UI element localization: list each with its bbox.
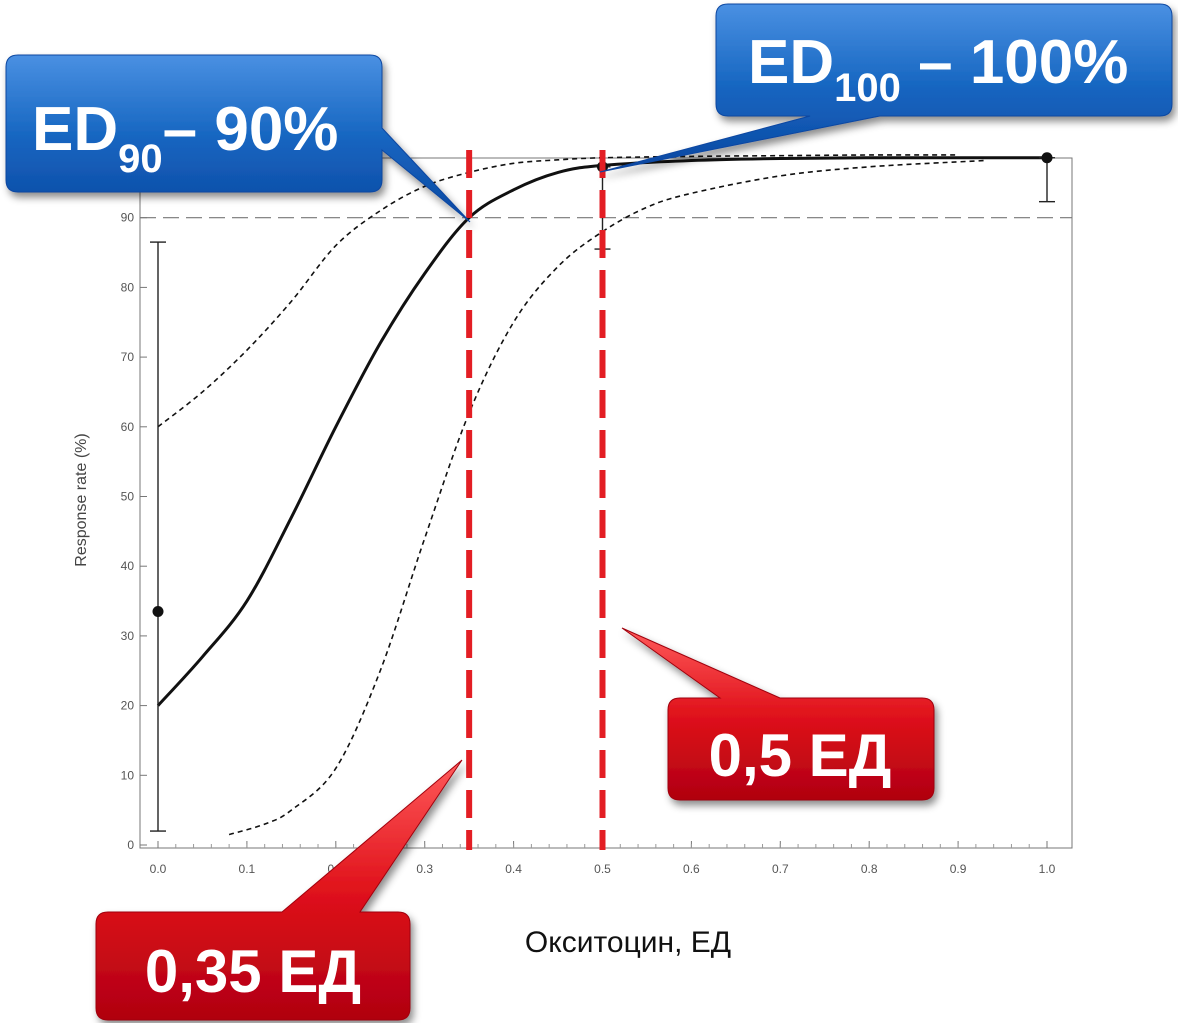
y-tick-label: 90 [121, 211, 135, 225]
x-tick-label: 0.5 [594, 862, 611, 876]
confidence-bound-curve [228, 159, 985, 836]
y-axis-ticks: 0 10 20 30 40 50 60 70 80 90 [121, 211, 147, 852]
x-tick-label: 0.3 [416, 862, 433, 876]
callout-ed100 [599, 3, 1173, 173]
callout-ed100-text: ED100 – 100% [748, 28, 1128, 110]
callout-dose-05-text: 0,5 ЕД [709, 722, 892, 789]
callout-dose-035 [95, 759, 463, 1021]
x-tick-label: 1.0 [1039, 862, 1056, 876]
x-tick-label: 0.9 [950, 862, 967, 876]
y-tick-label: 40 [121, 559, 135, 573]
y-tick-label: 50 [121, 490, 135, 504]
fitted-curve [156, 156, 1047, 707]
callout-ed100-sub: 100 [834, 66, 901, 110]
callout-ed90-sub: 90 [118, 137, 163, 181]
plot-frame [139, 157, 1073, 849]
callout-ed90 [5, 54, 471, 223]
y-axis-label: Response rate (%) [73, 433, 90, 566]
data-point [152, 606, 164, 618]
x-tick-label: 0.4 [505, 862, 522, 876]
x-tick-label: 0.6 [683, 862, 700, 876]
callout-ed90-text: ED90– 90% [32, 95, 338, 181]
y-tick-label: 70 [121, 350, 135, 364]
y-tick-label: 80 [121, 280, 135, 294]
y-tick-label: 0 [127, 838, 134, 852]
x-tick-label: 0.7 [772, 862, 789, 876]
callout-ed90-rest: – 90% [163, 95, 339, 164]
callout-ed100-main: ED [748, 28, 834, 97]
x-tick-label: 0.1 [239, 862, 256, 876]
confidence-bound-curve [157, 154, 959, 428]
x-tick-label: 0.0 [150, 862, 167, 876]
vertical-marker-lines [466, 150, 606, 850]
x-axis-ticks: 0.00.10.20.30.40.50.60.70.80.91.0 [150, 841, 1056, 876]
callout-dose-035-text: 0,35 ЕД [145, 938, 361, 1005]
y-tick-label: 60 [121, 420, 135, 434]
callout-dose-05 [621, 627, 935, 801]
series-layer [156, 154, 1047, 836]
y-tick-label: 20 [121, 699, 135, 713]
x-axis-label: Окситоцин, ЕД [525, 926, 731, 959]
callout-ed90-main: ED [32, 95, 118, 164]
y-tick-label: 30 [121, 629, 135, 643]
callout-ed100-rest: – 100% [901, 28, 1129, 97]
data-point [1041, 152, 1053, 164]
y-tick-label: 10 [121, 768, 135, 782]
x-tick-label: 0.8 [861, 862, 878, 876]
